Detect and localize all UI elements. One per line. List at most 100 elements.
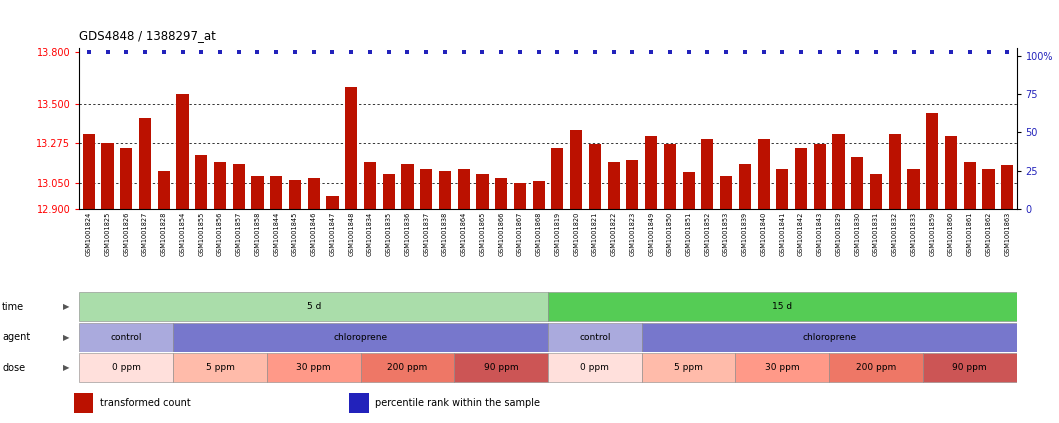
Bar — [589, 144, 602, 209]
Text: 5 ppm: 5 ppm — [675, 363, 703, 372]
Text: GSM1001834: GSM1001834 — [367, 212, 373, 255]
Bar — [642, 322, 1017, 352]
Text: control: control — [110, 332, 142, 342]
Bar — [1001, 165, 1013, 209]
Bar — [570, 130, 582, 209]
Bar — [720, 176, 732, 209]
Text: GSM1001858: GSM1001858 — [254, 212, 261, 256]
Text: agent: agent — [2, 332, 31, 342]
Text: control: control — [579, 332, 611, 342]
Bar — [776, 169, 789, 209]
Text: GSM1001846: GSM1001846 — [310, 212, 317, 256]
Bar — [79, 353, 174, 382]
Text: GSM1001863: GSM1001863 — [1004, 212, 1010, 255]
Bar — [267, 353, 361, 382]
Text: 30 ppm: 30 ppm — [765, 363, 800, 372]
Bar — [832, 134, 845, 209]
Bar — [869, 174, 882, 209]
Bar — [214, 162, 227, 209]
Text: GSM1001865: GSM1001865 — [480, 212, 485, 256]
Text: GSM1001855: GSM1001855 — [198, 212, 204, 256]
Text: GSM1001848: GSM1001848 — [348, 212, 354, 256]
Text: transformed count: transformed count — [100, 398, 191, 408]
Text: 30 ppm: 30 ppm — [297, 363, 331, 372]
Bar — [349, 393, 369, 413]
Text: dose: dose — [2, 363, 25, 373]
Bar — [102, 143, 113, 209]
Bar — [158, 170, 169, 209]
Text: GSM1001843: GSM1001843 — [816, 212, 823, 255]
Bar — [139, 118, 151, 209]
Text: GSM1001829: GSM1001829 — [836, 212, 842, 255]
Text: GSM1001825: GSM1001825 — [105, 212, 110, 256]
Text: GSM1001852: GSM1001852 — [704, 212, 711, 256]
Bar — [813, 144, 826, 209]
Text: GSM1001842: GSM1001842 — [798, 212, 804, 256]
Text: chloroprene: chloroprene — [334, 332, 388, 342]
Text: GSM1001836: GSM1001836 — [405, 212, 411, 255]
Text: GSM1001854: GSM1001854 — [180, 212, 185, 256]
Bar — [233, 164, 245, 209]
Text: 5 d: 5 d — [306, 302, 321, 311]
Bar — [251, 176, 264, 209]
Text: GSM1001857: GSM1001857 — [236, 212, 241, 256]
Bar — [326, 196, 339, 209]
Text: GSM1001862: GSM1001862 — [986, 212, 991, 256]
Bar — [514, 183, 526, 209]
Bar — [923, 353, 1017, 382]
Bar — [495, 178, 507, 209]
Text: GSM1001861: GSM1001861 — [967, 212, 973, 255]
Bar — [382, 174, 395, 209]
Bar — [735, 353, 829, 382]
Text: GSM1001856: GSM1001856 — [217, 212, 223, 256]
Text: GSM1001849: GSM1001849 — [648, 212, 654, 255]
Text: GSM1001864: GSM1001864 — [461, 212, 467, 256]
Bar — [549, 353, 642, 382]
Text: GSM1001851: GSM1001851 — [685, 212, 692, 255]
Bar — [626, 160, 639, 209]
Text: 0 ppm: 0 ppm — [580, 363, 609, 372]
Bar — [454, 353, 549, 382]
Text: GSM1001827: GSM1001827 — [142, 212, 148, 256]
Text: GSM1001821: GSM1001821 — [592, 212, 598, 255]
Bar — [438, 170, 451, 209]
Bar — [401, 164, 414, 209]
Text: ▶: ▶ — [64, 332, 70, 342]
Text: 0 ppm: 0 ppm — [112, 363, 141, 372]
Bar — [829, 353, 923, 382]
Bar — [477, 174, 488, 209]
Bar — [908, 169, 919, 209]
Text: GSM1001828: GSM1001828 — [161, 212, 166, 256]
Text: 200 ppm: 200 ppm — [388, 363, 428, 372]
Text: GSM1001837: GSM1001837 — [424, 212, 429, 255]
Bar — [270, 176, 283, 209]
Text: GSM1001853: GSM1001853 — [723, 212, 729, 255]
Bar — [757, 139, 770, 209]
Bar — [983, 169, 994, 209]
Bar — [364, 162, 376, 209]
Bar — [701, 139, 714, 209]
Bar — [552, 148, 563, 209]
Bar — [361, 353, 454, 382]
Text: chloroprene: chloroprene — [802, 332, 857, 342]
Text: GSM1001867: GSM1001867 — [517, 212, 523, 256]
Bar — [457, 169, 470, 209]
Bar — [645, 136, 658, 209]
Text: GSM1001822: GSM1001822 — [611, 212, 616, 256]
Bar — [642, 353, 735, 382]
Text: 90 ppm: 90 ppm — [484, 363, 519, 372]
Text: 15 d: 15 d — [772, 302, 792, 311]
Text: GSM1001832: GSM1001832 — [892, 212, 898, 255]
Bar — [79, 322, 174, 352]
Text: time: time — [2, 302, 24, 312]
Text: GSM1001824: GSM1001824 — [86, 212, 92, 256]
Text: GSM1001844: GSM1001844 — [273, 212, 280, 256]
Bar — [549, 292, 1017, 321]
Text: GSM1001866: GSM1001866 — [498, 212, 504, 256]
Text: GSM1001840: GSM1001840 — [760, 212, 767, 256]
Text: GSM1001868: GSM1001868 — [536, 212, 541, 256]
Bar — [177, 93, 189, 209]
Text: GDS4848 / 1388297_at: GDS4848 / 1388297_at — [79, 29, 216, 42]
Text: GSM1001835: GSM1001835 — [385, 212, 392, 255]
Text: 200 ppm: 200 ppm — [856, 363, 896, 372]
